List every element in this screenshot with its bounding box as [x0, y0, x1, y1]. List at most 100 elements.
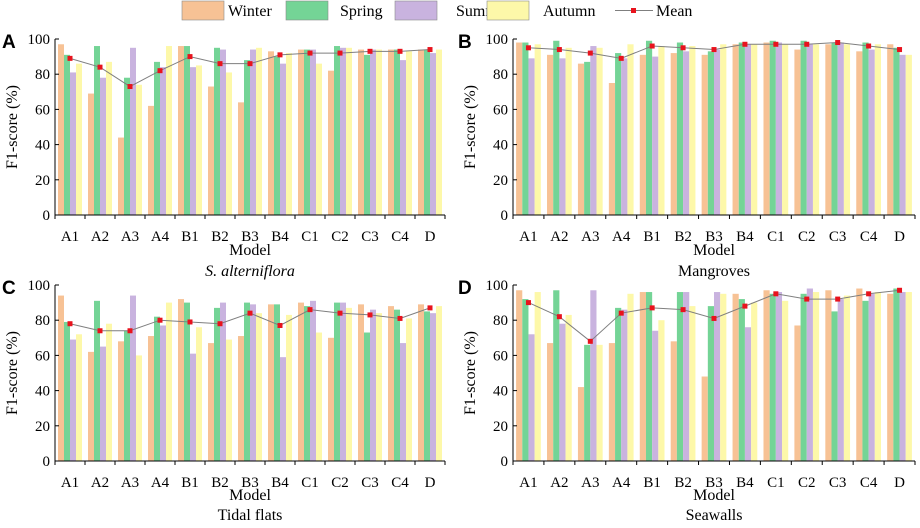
panel-d-bar-spring-b4 — [738, 299, 745, 461]
panel-a-bar-summer-c2 — [340, 47, 346, 215]
panel-c-category-label-a2: A2 — [91, 475, 109, 491]
panel-a-y-tick-label-60: 60 — [35, 102, 50, 118]
panel-a-bar-winter-b2 — [208, 86, 214, 216]
panel-c-bar-summer-a3 — [130, 295, 136, 461]
panel-a-bar-spring-a4 — [154, 61, 160, 215]
panel-c-mean-point-b2 — [217, 321, 223, 327]
panel-a: 0 20 40 60 80 100 A1 A2 A3 A4 B1 B2 B3 B4 C1 C2 C3 C4 D A F1… — [2, 32, 446, 280]
panel-a-category-label-a4: A4 — [151, 229, 170, 245]
panel-d-y-tick-label-100: 100 — [486, 278, 509, 294]
panel-d-mean-point-a3 — [587, 338, 593, 344]
panel-b-mean-point-a3 — [587, 50, 593, 56]
panel-b-category-label-c1: C1 — [767, 229, 785, 245]
panel-d-bar-autumn-c4 — [874, 292, 881, 461]
panel-d-y-tick-label-20: 20 — [493, 419, 508, 435]
panel-a-bar-winter-c2 — [328, 70, 334, 216]
panel-a-mean-point-b3 — [247, 61, 253, 67]
panel-d-bar-autumn-a4 — [627, 293, 634, 461]
panel-b-bar-summer-b4 — [744, 44, 752, 215]
panel-c-bar-spring-b1 — [184, 302, 190, 461]
panel-d-bar-winter-a3 — [577, 387, 585, 461]
panel-b-bar-winter-a2 — [547, 54, 554, 216]
panel-d-bar-spring-c4 — [862, 300, 869, 461]
panel-c-bar-summer-c2 — [340, 302, 346, 461]
panel-c-bar-winter-b1 — [178, 299, 184, 461]
panel-c-y-tick-label-0: 0 — [43, 454, 51, 470]
panel-c-bar-autumn-c3 — [376, 313, 382, 461]
panel-d-y-tick-label-80: 80 — [493, 313, 508, 329]
panel-b-bar-autumn-c1 — [782, 44, 789, 215]
panel-b-bar-spring-a4 — [615, 53, 622, 215]
panel-a-bar-spring-b1 — [184, 46, 190, 215]
panel-d-bar-autumn-a1 — [534, 292, 541, 461]
panel-c-bar-autumn-c1 — [316, 332, 322, 461]
panel-d-y-tick-label-40: 40 — [493, 384, 508, 400]
panel-d-category-label-d: D — [894, 475, 905, 491]
panel-a-category-label-c1: C1 — [301, 229, 319, 245]
panel-b-bar-summer-c2 — [806, 44, 813, 215]
legend-label-mean: Mean — [656, 3, 692, 20]
panel-a-bar-spring-b4 — [274, 56, 280, 215]
panel-c-bar-spring-b2 — [214, 307, 220, 461]
panel-b-mean-point-b3 — [711, 47, 717, 53]
panel-d-bar-summer-c3 — [837, 299, 844, 461]
panel-b-bar-autumn-a1 — [534, 44, 541, 215]
panel-b-y-tick-label-60: 60 — [493, 102, 508, 118]
panel-c-mean-point-b4 — [277, 322, 283, 328]
panel-b-x-axis-title: Model — [693, 242, 735, 259]
panel-a-bar-autumn-b2 — [226, 72, 232, 215]
panel-c-bar-spring-b4 — [274, 304, 280, 461]
panel-d-bar-summer-b2 — [683, 292, 690, 461]
legend-label-winter: Winter — [228, 3, 272, 20]
panel-b: 0 20 40 60 80 100 A1 A2 A3 A4 B1 B2 B3 B4 C1 C2 C3 C4 D B F1… — [458, 32, 916, 280]
panel-a-category-label-b2: B2 — [211, 229, 229, 245]
panel-d-bar-spring-a2 — [553, 290, 560, 461]
panel-d-bar-winter-b3 — [701, 376, 708, 461]
panel-a-bar-spring-c4 — [394, 49, 400, 216]
panel-b-bar-autumn-a3 — [596, 47, 603, 215]
panel-a-bar-spring-c2 — [334, 46, 340, 215]
panel-b-category-label-a4: A4 — [612, 229, 631, 245]
legend-swatch-autumn — [486, 0, 530, 21]
panel-a-bar-autumn-a4 — [166, 46, 172, 215]
panel-b-bar-winter-b3 — [701, 54, 708, 216]
panel-a-category-label-c3: C3 — [361, 229, 379, 245]
panel-a-bar-winter-a3 — [118, 137, 124, 215]
legend-swatch-spring — [285, 0, 329, 21]
panel-b-bar-summer-a4 — [621, 58, 628, 215]
panel-b-bar-summer-c4 — [868, 49, 875, 216]
panel-b-bar-winter-c3 — [825, 44, 832, 215]
panel-c-bar-winter-b4 — [268, 304, 274, 461]
panel-d-bar-summer-a4 — [621, 309, 628, 461]
panel-a-mean-point-b1 — [187, 54, 193, 60]
panel-b-bar-summer-b2 — [683, 51, 690, 215]
panel-d-bar-summer-b4 — [744, 327, 752, 461]
panel-b-bar-winter-a4 — [608, 83, 616, 215]
panel-d-mean-point-a2 — [556, 314, 562, 320]
panel-d-bar-autumn-c3 — [843, 295, 851, 461]
panel-c-mean-point-c1 — [307, 307, 313, 313]
panel-d-category-label-a3: A3 — [581, 475, 599, 491]
panel-c-category-label-b2: B2 — [211, 475, 229, 491]
panel-c-category-label-c4: C4 — [391, 475, 409, 491]
panel-c-bar-winter-c3 — [358, 304, 364, 461]
panel-b-category-label-c3: C3 — [829, 229, 847, 245]
panel-a-bar-summer-a3 — [130, 47, 136, 215]
panel-d-mean-point-b3 — [711, 315, 717, 321]
panel-d-bar-winter-b2 — [670, 341, 677, 461]
panel-a-bar-autumn-c3 — [376, 49, 382, 216]
legend-swatch-summer — [394, 0, 438, 21]
panel-d-bar-summer-a1 — [528, 334, 535, 461]
panel-b-bar-autumn-c4 — [874, 44, 881, 215]
panel-d-x-axis-title: Model — [693, 487, 735, 504]
panel-a-bar-winter-b1 — [178, 46, 184, 215]
panel-b-bar-spring-a1 — [522, 42, 529, 215]
panel-d-mean-point-c4 — [866, 291, 872, 297]
panel-a-bar-summer-c1 — [310, 49, 316, 216]
panel-b-bar-spring-d — [893, 47, 900, 215]
panel-d-bar-winter-d — [887, 293, 894, 461]
panel-a-mean-point-c1 — [307, 50, 313, 56]
panel-a-bar-winter-c4 — [388, 49, 394, 216]
panel-d-y-tick-label-0: 0 — [501, 454, 509, 470]
panel-b-bar-autumn-b2 — [689, 46, 696, 215]
